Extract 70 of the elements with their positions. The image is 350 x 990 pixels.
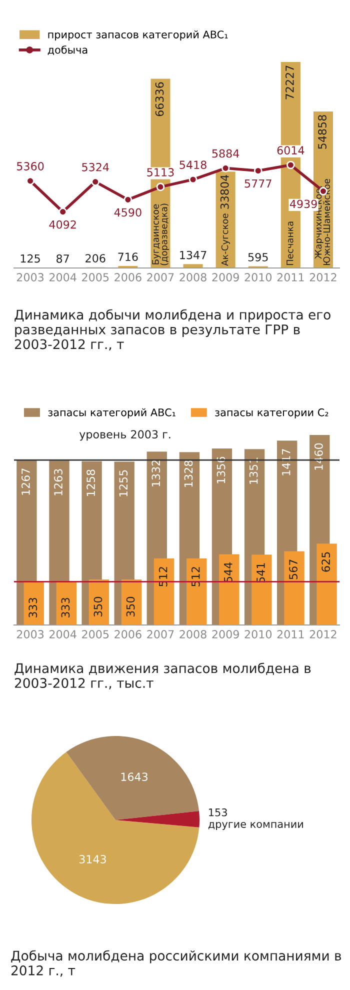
ref-line-label: уровень 2003 г.	[79, 430, 170, 441]
annotation: Ак-Сугское	[221, 214, 230, 266]
data-label: 3143	[79, 855, 106, 864]
data-label: 1417	[282, 449, 290, 476]
data-label: 350	[94, 596, 102, 617]
x-tick-label: 2004	[50, 273, 76, 282]
data-label: 4939	[290, 200, 317, 208]
data-label: 716	[118, 252, 138, 262]
x-tick-label: 2003	[16, 630, 44, 638]
data-label: 6014	[277, 146, 304, 155]
data-label: 5360	[16, 162, 44, 170]
annotation: Бугдаинское (доразведка)	[152, 204, 170, 266]
data-label: 66336	[155, 82, 164, 116]
data-label: 1263	[54, 469, 62, 496]
text: Добыча молибдена российскими компаниями в 2012 г., т	[11, 950, 342, 977]
data-label: 1328	[184, 460, 193, 487]
x-tick-label: 2003	[16, 273, 44, 282]
x-tick-label: 2007	[147, 273, 174, 282]
data-label: 5113	[147, 168, 174, 176]
data-label: 595	[248, 252, 268, 262]
data-label: 1267	[22, 468, 30, 495]
data-label: 33804	[220, 174, 229, 209]
text: Динамика движения запасов молибдена в 2003-2012 гг., тыс.т	[14, 662, 311, 690]
x-tick-label: 2006	[114, 630, 142, 638]
legend-label: запасы категорий ABC₁	[48, 408, 176, 418]
data-label: 1356	[216, 456, 226, 484]
data-label: 567	[289, 560, 298, 580]
data-label: 4092	[49, 220, 76, 229]
x-tick-label: 2011	[277, 273, 304, 282]
data-label: 72227	[285, 66, 294, 100]
x-tick-label: 2006	[114, 273, 142, 282]
data-label: 5777	[244, 179, 272, 188]
data-label: 153	[209, 808, 227, 816]
data-label: 625	[322, 552, 330, 572]
data-label: 1258	[86, 470, 96, 496]
x-tick-label: 2009	[212, 630, 239, 638]
data-label: 54858	[318, 115, 326, 149]
data-label: 206	[86, 254, 106, 262]
data-label: 1643	[121, 772, 148, 782]
x-tick-label: 2010	[244, 630, 272, 638]
legend-label: добыча	[48, 45, 88, 56]
x-tick-label: 2008	[180, 273, 206, 282]
x-tick-label: 2011	[277, 630, 304, 638]
data-label: 4590	[114, 208, 142, 217]
annotation: Песчанка	[286, 222, 294, 266]
x-tick-label: 2012	[310, 630, 336, 638]
x-tick-label: 2005	[82, 273, 109, 282]
x-tick-label: 2005	[82, 630, 109, 638]
x-tick-label: 2012	[310, 273, 336, 282]
data-label: 350	[126, 596, 135, 617]
data-label: 5418	[180, 160, 206, 170]
slice-label: другие компании	[208, 822, 303, 830]
x-tick-label: 2004	[50, 630, 76, 638]
data-label: 1347	[180, 250, 206, 260]
data-label: 1332	[152, 460, 160, 486]
data-label: 333	[28, 598, 38, 618]
x-tick-label: 2007	[147, 630, 174, 638]
x-tick-label: 2010	[244, 273, 272, 282]
legend-label: запасы категории C₂	[215, 408, 328, 418]
data-label: 1255	[119, 470, 128, 496]
data-label: 87	[56, 254, 69, 263]
legend-label: прирост запасов категорий ABC₁	[48, 30, 228, 40]
text: Динамика добычи молибдена и прироста его разведанных запасов в результате ГРР в 2003-2012 гг., т	[14, 309, 330, 351]
data-label: 333	[61, 598, 70, 618]
data-label: 5324	[82, 162, 109, 172]
data-label: 1460	[314, 443, 323, 470]
x-tick-label: 2009	[212, 273, 239, 282]
x-tick-label: 2008	[180, 630, 206, 638]
data-label: 5884	[212, 149, 240, 158]
data-label: 125	[20, 254, 40, 263]
